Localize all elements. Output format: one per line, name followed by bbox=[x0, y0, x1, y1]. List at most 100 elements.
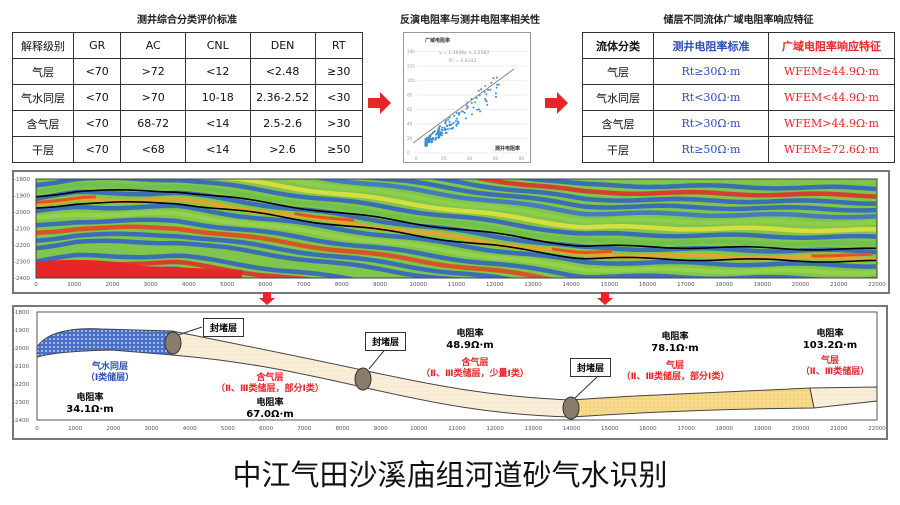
cell: 2.36-2.52 bbox=[249, 84, 316, 111]
cell: 气层 bbox=[582, 58, 654, 85]
scatter-point bbox=[477, 89, 480, 92]
seal-layer-label: 封堵层 bbox=[365, 332, 407, 351]
x-tick-label: 5000 bbox=[220, 282, 234, 288]
cell: ≥30 bbox=[314, 58, 364, 85]
down-arrow-icon bbox=[259, 292, 275, 305]
cell: ≥50 bbox=[314, 136, 364, 163]
scatter-point bbox=[465, 107, 468, 110]
cell: Rt≥50Ω·m bbox=[653, 136, 769, 163]
cell: <70 bbox=[72, 136, 122, 163]
scatter-point bbox=[476, 108, 479, 111]
y-tick-label: 120 bbox=[407, 64, 415, 69]
x-tick-label: 19000 bbox=[754, 282, 772, 288]
left-table-title: 测井综合分类评价标准 bbox=[137, 15, 237, 26]
cell: Rt≥30Ω·m bbox=[653, 58, 769, 85]
table-row: 气层 <70 >72 <12 <2.48 ≥30 bbox=[12, 58, 364, 85]
y-tick-label: -2400 bbox=[13, 418, 29, 424]
x-tick-label: 0 bbox=[415, 156, 418, 161]
x-tick-label: 11000 bbox=[448, 426, 466, 432]
x-tick-label: 4000 bbox=[182, 282, 196, 288]
cell: WFEM≥72.6Ω·m bbox=[768, 136, 895, 163]
resistivity-band bbox=[36, 259, 315, 278]
y-tick-label: 80 bbox=[407, 93, 413, 98]
x-tick-label: 20 bbox=[441, 156, 447, 161]
scatter-point bbox=[429, 137, 432, 140]
resistivity-band bbox=[36, 252, 358, 278]
regression-equation: y = 1.3849x + 3.2583 bbox=[439, 50, 489, 56]
scatter-point bbox=[451, 127, 454, 130]
scatter-point bbox=[486, 103, 489, 106]
scatter-point bbox=[478, 108, 481, 111]
scatter-point bbox=[448, 116, 451, 119]
resistivity-band bbox=[36, 217, 876, 278]
resistivity-value: 48.9Ω·m bbox=[446, 340, 494, 351]
resistivity-label: 电阻率 bbox=[256, 398, 284, 408]
x-tick-label: 7000 bbox=[297, 282, 311, 288]
cell: WFEM<44.9Ω·m bbox=[768, 84, 895, 111]
x-tick-label: 13000 bbox=[525, 426, 543, 432]
scatter-point bbox=[437, 133, 440, 136]
scatter-point bbox=[464, 117, 467, 120]
resistivity-value: 103.2Ω·m bbox=[802, 340, 858, 351]
scatter-point bbox=[485, 93, 488, 96]
scatter-point bbox=[497, 83, 500, 86]
y-tick-label: 20 bbox=[407, 136, 413, 141]
table-row: 含气层 <70 68-72 <14 2.5-2.6 >30 bbox=[12, 110, 364, 137]
zone-note: （Ⅱ、Ⅲ类储层） bbox=[800, 367, 870, 377]
scatter-point bbox=[475, 97, 478, 100]
x-tick-label: 60 bbox=[493, 156, 499, 161]
header-cell: CNL bbox=[184, 32, 251, 59]
resistivity-band bbox=[36, 203, 877, 269]
x-tick-label: 20000 bbox=[792, 282, 810, 288]
scatter-point bbox=[480, 88, 483, 91]
scatter-point bbox=[470, 113, 473, 116]
cell: 干层 bbox=[582, 136, 654, 163]
seal-plug bbox=[562, 396, 580, 420]
wfem-response-table: 流体分类 测井电阻率标准 广域电阻率响应特征 气层 Rt≥30Ω·m WFEM≥44.9… bbox=[582, 32, 895, 163]
x-tick-label: 14000 bbox=[562, 282, 580, 288]
x-tick-label: 1000 bbox=[67, 282, 81, 288]
scatter-point bbox=[441, 126, 444, 129]
header-cell: GR bbox=[72, 32, 122, 59]
x-tick-label: 9000 bbox=[374, 426, 388, 432]
zone-name: 含气层 bbox=[256, 373, 284, 383]
resistivity-band bbox=[471, 179, 877, 199]
zone-name: 气层 bbox=[820, 356, 839, 366]
y-tick-label: -2100 bbox=[13, 364, 29, 370]
scatter-point bbox=[444, 119, 447, 122]
x-tick-label: 3000 bbox=[145, 426, 159, 432]
header-cell: 测井电阻率标准 bbox=[653, 32, 769, 59]
seal-plug bbox=[354, 367, 372, 391]
cell: 气层 bbox=[12, 58, 74, 85]
scatter-point bbox=[429, 133, 432, 136]
zone-note: （Ⅱ、Ⅲ类储层，部分Ⅰ类） bbox=[621, 372, 730, 382]
cell: >2.6 bbox=[249, 136, 316, 163]
scatter-point bbox=[448, 121, 451, 124]
x-tick-label: 20000 bbox=[792, 426, 810, 432]
channel-sand-section: -1800 -1900 -2000 -2100 -2200 -2300 -2400 0 1000… bbox=[13, 310, 886, 432]
resistivity-band bbox=[36, 224, 557, 278]
x-tick-label: 15000 bbox=[601, 426, 619, 432]
zone-note: （Ⅱ、Ⅲ类储层，部分Ⅰ类） bbox=[216, 384, 324, 394]
cell: >30 bbox=[314, 110, 364, 137]
x-tick-label: 15000 bbox=[601, 282, 619, 288]
scatter-point bbox=[487, 89, 490, 92]
cell: 10-18 bbox=[184, 84, 251, 111]
x-tick-label: 22000 bbox=[868, 426, 886, 432]
y-tick-label: 60 bbox=[407, 107, 413, 112]
high-resistivity-zone bbox=[36, 259, 242, 278]
x-tick-label: 8000 bbox=[335, 426, 349, 432]
right-arrow-icon bbox=[545, 92, 568, 114]
scatter-point bbox=[450, 123, 453, 126]
scatter-point bbox=[452, 122, 455, 125]
x-tick-label: 18000 bbox=[716, 426, 734, 432]
resistivity-band bbox=[36, 179, 876, 234]
scatter-point bbox=[437, 127, 440, 130]
cell: <14 bbox=[184, 136, 251, 163]
x-tick-label: 0 bbox=[35, 426, 39, 432]
zone-name: 气层 bbox=[665, 361, 684, 371]
seal-layer-label: 封堵层 bbox=[203, 318, 245, 337]
x-tick-label: 22000 bbox=[868, 282, 886, 288]
scatter-point bbox=[431, 131, 434, 134]
y-tick-label: -2300 bbox=[14, 260, 30, 266]
